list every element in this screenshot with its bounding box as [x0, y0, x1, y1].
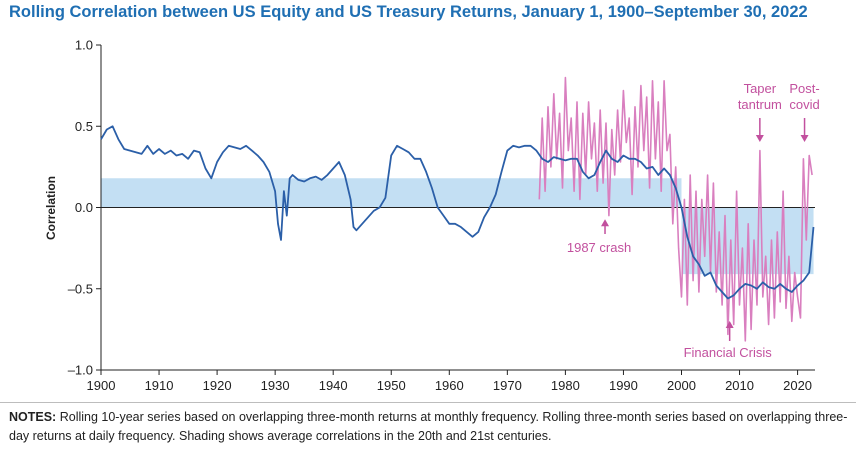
annotation-taper-line2: tantrum [738, 97, 782, 112]
notes-text: Rolling 10-year series based on overlapp… [9, 410, 848, 443]
x-tick-label: 2000 [667, 378, 696, 393]
notes-divider [0, 402, 856, 403]
annotation-postcovid-line1: Post- [789, 81, 819, 96]
y-axis: 1.0 0.5 0.0 –0.5 –1.0 [68, 38, 102, 378]
x-tick-label: 2020 [783, 378, 812, 393]
x-tick-label: 1980 [551, 378, 580, 393]
annotation-arrow-head [755, 135, 764, 142]
x-tick-label: 1900 [87, 378, 116, 393]
annotation-taper-line1: Taper [744, 81, 777, 96]
x-tick-label: 1930 [261, 378, 290, 393]
x-tick-label: 1950 [377, 378, 406, 393]
correlation-chart: 1.00.50.0–0.5–1.0 1900 1910 1920 1930 1940 19… [44, 38, 820, 394]
x-tick-label: 1990 [609, 378, 638, 393]
y-axis-title: Correlation [44, 176, 58, 240]
x-tick-label: 1920 [203, 378, 232, 393]
annotation-financial-crisis: Financial Crisis [684, 345, 773, 360]
y-tick-label: 0.5 [75, 119, 93, 134]
notes: NOTES: Rolling 10-year series based on o… [9, 408, 849, 446]
y-tick-label: –1.0 [68, 363, 93, 378]
annotation-1987-crash: 1987 crash [567, 240, 631, 255]
x-tick-label: 2010 [725, 378, 754, 393]
series-three-month [538, 76, 813, 342]
annotation-postcovid-line2: covid [789, 97, 819, 112]
x-tick-label: 1940 [319, 378, 348, 393]
y-tick-label: 0.0 [75, 200, 93, 215]
y-tick-label: –0.5 [68, 281, 93, 296]
annotation-arrow-head [800, 135, 809, 142]
series-line [100, 125, 815, 300]
x-tick-label: 1970 [493, 378, 522, 393]
shading-band [101, 178, 682, 208]
series-ten-year [100, 125, 815, 300]
x-axis: 1900 1910 1920 1930 1940 1950 1960 1970 1980 1990… [87, 369, 815, 393]
annotation-arrow-head [601, 219, 610, 227]
y-tick-label: 1.0 [75, 38, 93, 53]
x-tick-label: 1960 [435, 378, 464, 393]
x-tick-label: 1910 [145, 378, 174, 393]
series-line [538, 76, 813, 342]
chart-title: Rolling Correlation between US Equity an… [9, 3, 808, 21]
annotation-arrow-head [725, 321, 734, 328]
notes-label: NOTES: [9, 410, 57, 424]
